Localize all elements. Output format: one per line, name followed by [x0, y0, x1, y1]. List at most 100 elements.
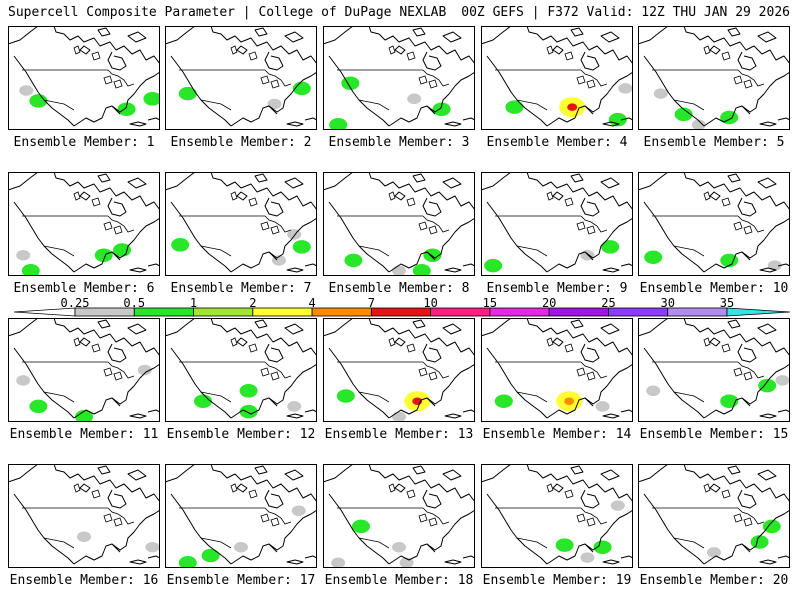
coastline — [210, 172, 317, 211]
coastline — [620, 409, 633, 413]
lake-outline — [428, 517, 438, 527]
colorbar-tick-label: 0.25 — [60, 296, 90, 310]
map-frame — [481, 172, 633, 276]
scp-contour-light — [234, 541, 248, 553]
ensemble-member-label: Ensemble Member: 6 — [13, 281, 155, 296]
coastline — [328, 493, 390, 565]
scp-contour-green — [494, 394, 513, 408]
lake-outline — [260, 513, 270, 523]
lake-outline — [428, 79, 438, 89]
scp-contour-light — [595, 401, 610, 412]
coastline — [236, 483, 248, 493]
map-background — [8, 26, 160, 130]
scp-contour-green — [601, 240, 620, 254]
coastline — [600, 177, 620, 189]
coastline — [580, 343, 600, 363]
scp-contour-green — [432, 102, 451, 116]
colorbar-tick-label: 1 — [189, 296, 198, 310]
ensemble-panel-10: Ensemble Member: 10 — [638, 172, 790, 304]
coastline — [638, 26, 669, 45]
scp-contour-light — [407, 93, 422, 105]
ensemble-panel-13: Ensemble Member: 13 — [323, 318, 475, 450]
lake-outline — [388, 483, 396, 493]
scp-contour-green — [171, 238, 190, 252]
ensemble-map — [323, 26, 475, 130]
coastline — [97, 27, 111, 37]
lake-outline — [91, 51, 101, 61]
country-border — [107, 507, 135, 525]
coastline — [703, 363, 790, 419]
coastline — [284, 31, 304, 43]
scp-contour-light — [392, 265, 406, 276]
lake-outline — [733, 513, 743, 523]
coastline — [638, 318, 669, 337]
coastline — [127, 469, 147, 481]
lake-outline — [586, 225, 596, 235]
coastline — [580, 197, 600, 217]
ensemble-panel-3: Ensemble Member: 3 — [323, 26, 475, 158]
coastline — [757, 323, 777, 335]
lake-outline — [248, 489, 258, 499]
lake-outline — [576, 221, 586, 231]
coastline — [737, 343, 757, 363]
coastline — [268, 543, 278, 553]
coastline — [777, 117, 790, 121]
lake-outline — [260, 221, 270, 231]
coastline — [620, 117, 633, 121]
coastline — [53, 318, 160, 357]
coastline — [638, 464, 669, 483]
coastline — [709, 45, 721, 55]
coastline — [79, 483, 91, 493]
coastline — [394, 191, 406, 201]
ensemble-member-label: Ensemble Member: 2 — [170, 135, 312, 150]
lake-outline — [270, 79, 280, 89]
colorbar-tick-label: 20 — [541, 296, 557, 310]
map-frame — [323, 318, 475, 422]
coastline — [620, 555, 633, 559]
country-border — [422, 215, 450, 233]
coastline — [570, 465, 584, 475]
coastline — [107, 343, 127, 363]
coastline — [111, 251, 121, 261]
map-frame — [481, 464, 633, 568]
coastline — [388, 363, 475, 419]
colorbar-tick-label: 10 — [423, 296, 438, 310]
coastline — [546, 363, 633, 419]
colorbar-tick-label: 25 — [601, 296, 616, 310]
coastline — [600, 323, 620, 335]
map-frame — [323, 26, 475, 130]
coastline — [600, 31, 620, 43]
lake-outline — [248, 343, 258, 353]
ensemble-map — [481, 26, 633, 130]
lake-outline — [564, 489, 574, 499]
coastline — [683, 464, 790, 503]
coastline — [703, 71, 790, 127]
ensemble-panel-17: Ensemble Member: 17 — [165, 464, 317, 596]
country-border — [358, 537, 390, 549]
coastline — [8, 26, 39, 45]
ensemble-panel-4: Ensemble Member: 4 — [481, 26, 633, 158]
lake-outline — [270, 517, 280, 527]
map-frame — [165, 464, 317, 568]
coastline — [368, 318, 475, 357]
coastline — [236, 337, 248, 347]
lake-outline — [733, 75, 743, 85]
map-background — [481, 26, 633, 130]
coastline — [422, 51, 442, 71]
coastline — [580, 51, 600, 71]
coastline — [97, 319, 111, 329]
coastline — [79, 337, 91, 347]
map-frame — [638, 172, 790, 276]
coastline — [236, 191, 248, 201]
map-background — [8, 464, 160, 568]
coastline — [230, 71, 317, 127]
lake-outline — [103, 75, 113, 85]
scp-contour-green — [201, 548, 220, 563]
coastline — [570, 173, 584, 183]
coastline — [462, 409, 475, 413]
coastline — [741, 397, 751, 407]
lake-outline — [703, 337, 711, 347]
ensemble-member-label: Ensemble Member: 16 — [9, 573, 159, 588]
lake-outline — [230, 483, 238, 493]
